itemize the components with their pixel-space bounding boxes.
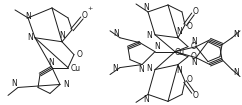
Text: N: N <box>191 37 197 46</box>
Text: N: N <box>233 30 239 39</box>
Text: N: N <box>233 68 239 77</box>
Text: O: O <box>193 91 199 100</box>
Text: N: N <box>25 12 31 21</box>
Text: N: N <box>176 66 182 75</box>
Text: N: N <box>59 31 65 40</box>
Text: Cu: Cu <box>71 64 81 73</box>
Text: O: O <box>187 22 193 31</box>
Text: O: O <box>82 11 88 20</box>
Text: N: N <box>176 27 182 36</box>
Text: N: N <box>146 64 152 73</box>
Text: N: N <box>138 65 144 74</box>
Text: N: N <box>154 42 160 51</box>
Text: N: N <box>27 33 33 42</box>
Text: N: N <box>191 58 197 67</box>
Text: N: N <box>146 31 152 40</box>
Text: N: N <box>11 79 17 88</box>
Text: N: N <box>48 58 54 67</box>
Text: O: O <box>191 52 197 61</box>
Text: N: N <box>143 95 149 104</box>
Text: N: N <box>112 64 118 73</box>
Text: O: O <box>193 7 199 16</box>
Text: Cu: Cu <box>175 48 185 57</box>
Text: O: O <box>77 50 83 59</box>
Text: N: N <box>63 80 69 89</box>
Text: O: O <box>187 75 193 84</box>
Text: O: O <box>191 42 197 51</box>
Text: N: N <box>143 3 149 12</box>
Text: $^+$: $^+$ <box>86 5 94 14</box>
Text: N: N <box>113 29 119 38</box>
